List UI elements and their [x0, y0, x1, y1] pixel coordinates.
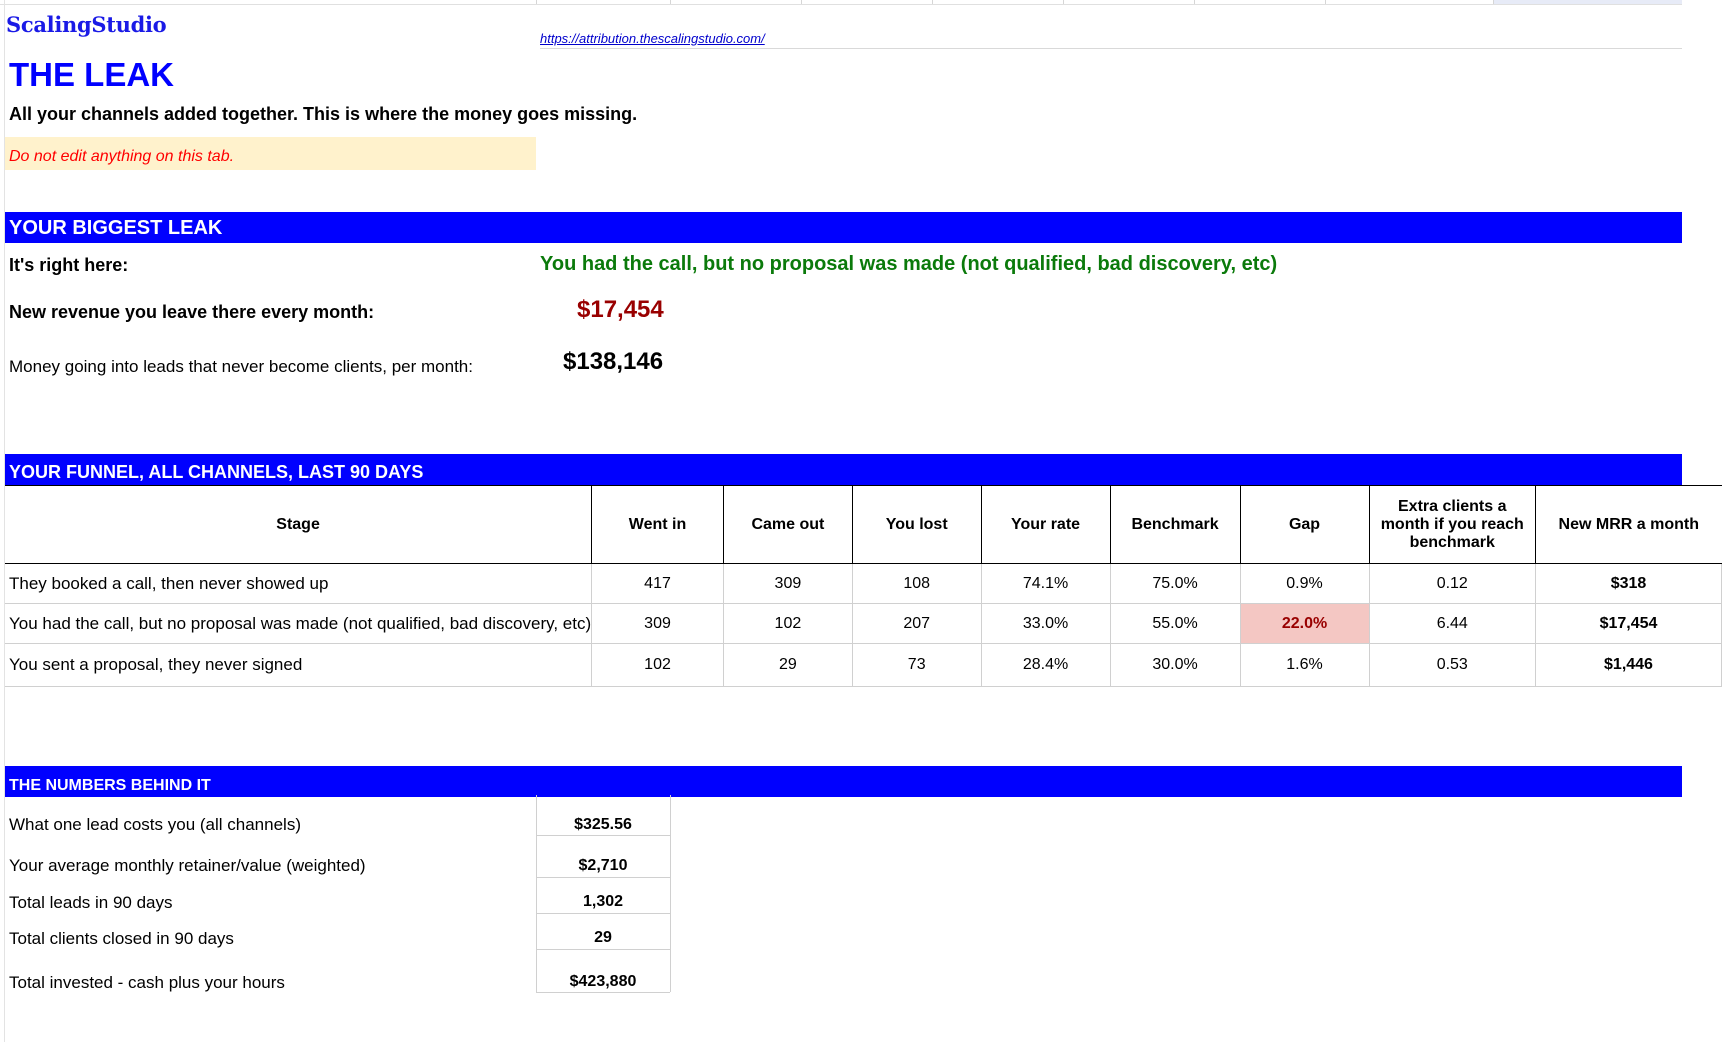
grid-tick — [1194, 0, 1195, 5]
funnel-row: You had the call, but no proposal was ma… — [5, 603, 1722, 644]
extra-clients-cell: 0.53 — [1368, 643, 1536, 687]
rate-cell: 33.0% — [980, 603, 1111, 644]
leak-money-value: $138,146 — [563, 348, 664, 375]
leak-revenue-label: New revenue you leave there every month: — [9, 302, 375, 322]
gap-cell: 1.6% — [1239, 643, 1370, 687]
leak-revenue-value: $17,454 — [577, 296, 664, 323]
funnel-table: Stage Went in Came out You lost Your rat… — [5, 485, 1722, 687]
selected-column-indicator — [1494, 0, 1682, 4]
col-header-went-in: Went in — [591, 485, 724, 564]
lead-cost-label: What one lead costs you (all channels) — [9, 815, 301, 834]
rate-cell: 74.1% — [980, 563, 1111, 604]
col-header-gap: Gap — [1239, 485, 1370, 564]
total-leads-value: 1,302 — [582, 893, 624, 910]
warning-box — [5, 137, 536, 170]
lead-cost-value: $325.56 — [574, 816, 632, 833]
col-header-your-rate: Your rate — [980, 485, 1111, 564]
col-header-stage: Stage — [5, 485, 592, 564]
benchmark-cell: 55.0% — [1109, 603, 1241, 644]
numbers-row-divider — [536, 913, 670, 914]
col-header-extra-clients: Extra clients a month if you reach bench… — [1368, 485, 1536, 564]
stage-cell: You had the call, but no proposal was ma… — [5, 603, 592, 644]
mrr-cell: $318 — [1534, 563, 1722, 604]
went-in-cell: 102 — [591, 643, 724, 687]
avg-retainer-label: Your average monthly retainer/value (wei… — [9, 856, 366, 875]
grid-tick — [932, 0, 933, 5]
grid-tick — [536, 0, 537, 5]
lost-cell: 207 — [851, 603, 982, 644]
grid-tick — [1325, 0, 1326, 5]
avg-retainer-value: $2,710 — [578, 857, 628, 874]
went-in-cell: 309 — [591, 603, 724, 644]
grid-tick — [1063, 0, 1064, 5]
header-rule — [540, 48, 1682, 49]
numbers-row-divider — [536, 835, 670, 836]
benchmark-cell: 30.0% — [1109, 643, 1241, 687]
leak-location-label: It's right here: — [9, 255, 129, 275]
funnel-row: You sent a proposal, they never signed 1… — [5, 643, 1722, 687]
page-subtitle: All your channels added together. This i… — [9, 104, 638, 124]
section-header-biggest-leak: YOUR BIGGEST LEAK — [5, 212, 1682, 243]
lost-cell: 108 — [851, 563, 982, 604]
mrr-cell: $1,446 — [1534, 643, 1722, 687]
extra-clients-cell: 6.44 — [1368, 603, 1536, 644]
attribution-link[interactable]: https://attribution.thescalingstudio.com… — [540, 31, 765, 46]
total-invested-value: $423,880 — [569, 973, 637, 990]
benchmark-cell: 75.0% — [1109, 563, 1241, 604]
lost-cell: 73 — [851, 643, 982, 687]
leak-money-label: Money going into leads that never become… — [9, 357, 473, 376]
total-clients-value: 29 — [594, 929, 612, 946]
row-header-edge — [4, 0, 5, 1042]
grid-tick — [1493, 0, 1494, 5]
leak-location-value: You had the call, but no proposal was ma… — [540, 253, 1278, 275]
col-header-came-out: Came out — [722, 485, 853, 564]
header-divider — [0, 4, 1682, 5]
col-header-benchmark: Benchmark — [1109, 485, 1241, 564]
col-header-new-mrr: New MRR a month — [1534, 485, 1722, 564]
total-leads-label: Total leads in 90 days — [9, 893, 173, 912]
funnel-row: They booked a call, then never showed up… — [5, 563, 1722, 604]
numbers-box-edge — [670, 795, 671, 992]
funnel-header-row: Stage Went in Came out You lost Your rat… — [5, 485, 1722, 564]
came-out-cell: 29 — [722, 643, 853, 687]
numbers-row-divider — [536, 949, 670, 950]
section-header-funnel: YOUR FUNNEL, ALL CHANNELS, LAST 90 DAYS — [5, 454, 1682, 485]
brand-logo: ScalingStudio — [6, 12, 167, 37]
col-header-you-lost: You lost — [851, 485, 982, 564]
gap-cell: 0.9% — [1239, 563, 1370, 604]
rate-cell: 28.4% — [980, 643, 1111, 687]
section-header-numbers: THE NUMBERS BEHIND IT — [5, 766, 1682, 797]
extra-clients-cell: 0.12 — [1368, 563, 1536, 604]
gap-cell-highlighted: 22.0% — [1239, 603, 1370, 644]
page-title: THE LEAK — [9, 56, 174, 93]
came-out-cell: 309 — [722, 563, 853, 604]
numbers-row-divider — [536, 877, 670, 878]
stage-cell: They booked a call, then never showed up — [5, 563, 592, 604]
stage-cell: You sent a proposal, they never signed — [5, 643, 592, 687]
went-in-cell: 417 — [591, 563, 724, 604]
total-invested-label: Total invested - cash plus your hours — [9, 973, 285, 992]
mrr-cell: $17,454 — [1534, 603, 1722, 644]
grid-tick — [670, 0, 671, 5]
numbers-box-edge — [536, 795, 537, 992]
warning-text: Do not edit anything on this tab. — [9, 148, 235, 165]
grid-tick — [801, 0, 802, 5]
came-out-cell: 102 — [722, 603, 853, 644]
total-clients-label: Total clients closed in 90 days — [9, 929, 234, 948]
numbers-row-divider — [536, 992, 670, 993]
